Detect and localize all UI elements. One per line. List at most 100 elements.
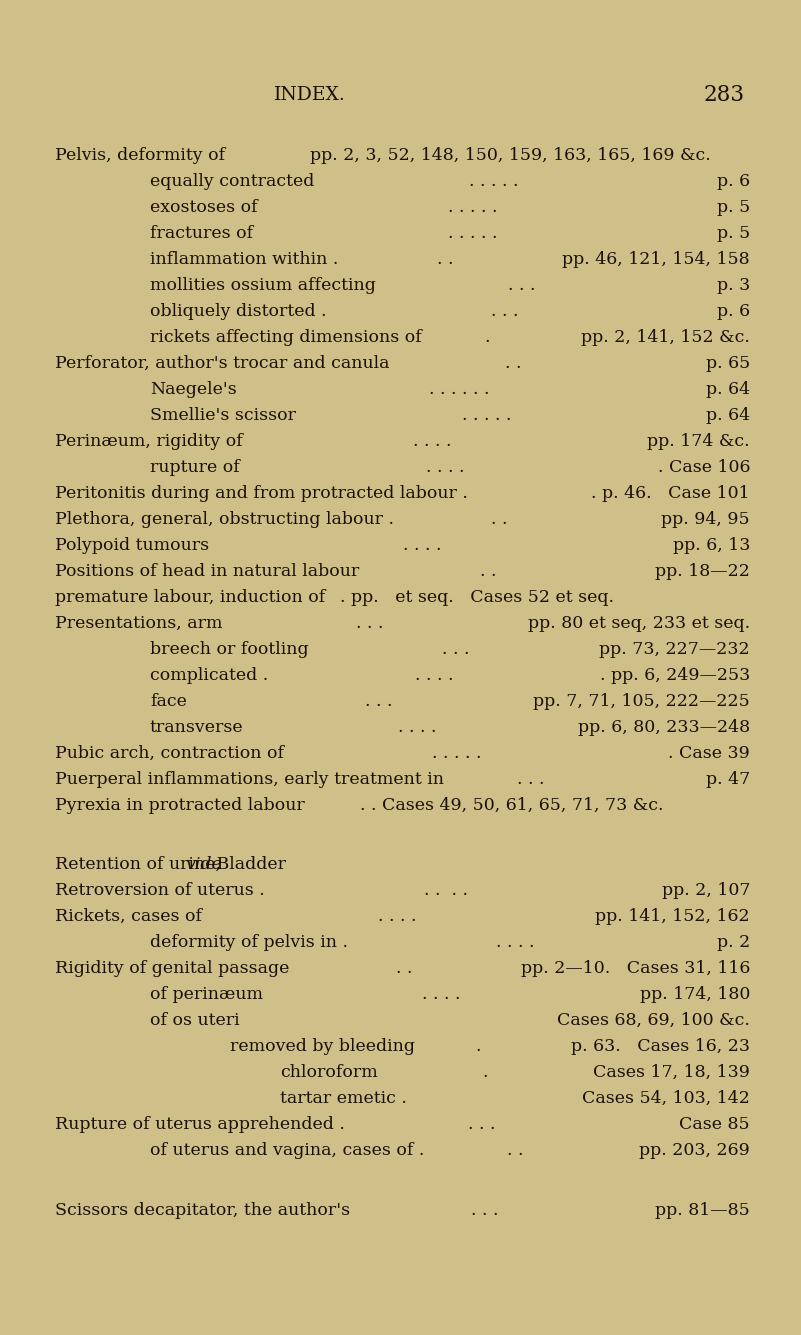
- Text: transverse: transverse: [150, 718, 244, 736]
- Text: pp. 2—10.   Cases 31, 116: pp. 2—10. Cases 31, 116: [521, 960, 750, 977]
- Text: . . . .: . . . .: [378, 908, 417, 925]
- Text: . . . .: . . . .: [496, 934, 534, 952]
- Text: p. 6: p. 6: [717, 172, 750, 190]
- Text: exostoses of: exostoses of: [150, 199, 258, 215]
- Text: pp. 2, 107: pp. 2, 107: [662, 882, 750, 900]
- Text: Cases 54, 103, 142: Cases 54, 103, 142: [582, 1091, 750, 1107]
- Text: . . . .: . . . .: [415, 666, 453, 684]
- Text: pp. 203, 269: pp. 203, 269: [639, 1143, 750, 1159]
- Text: . .  . .: . . . .: [425, 882, 469, 900]
- Text: . . .: . . .: [491, 303, 518, 319]
- Text: .: .: [483, 1064, 489, 1081]
- Text: pp. 141, 152, 162: pp. 141, 152, 162: [595, 908, 750, 925]
- Text: Presentations, arm: Presentations, arm: [55, 614, 223, 631]
- Text: equally contracted: equally contracted: [150, 172, 314, 190]
- Text: 283: 283: [704, 84, 745, 105]
- Text: rickets affecting dimensions of: rickets affecting dimensions of: [150, 328, 422, 346]
- Text: . . . .: . . . .: [398, 718, 437, 736]
- Text: pp. 18—22: pp. 18—22: [655, 562, 750, 579]
- Text: . . . . .: . . . . .: [449, 224, 497, 242]
- Text: . . .: . . .: [364, 693, 392, 709]
- Text: rupture of: rupture of: [150, 458, 239, 475]
- Text: Bladder: Bladder: [211, 856, 286, 873]
- Text: Naegele's: Naegele's: [150, 380, 237, 398]
- Text: .: .: [475, 1039, 481, 1055]
- Text: obliquely distorted .: obliquely distorted .: [150, 303, 327, 319]
- Text: Plethora, general, obstructing labour .: Plethora, general, obstructing labour .: [55, 510, 394, 527]
- Text: of uterus and vagina, cases of .: of uterus and vagina, cases of .: [150, 1143, 425, 1159]
- Text: tartar emetic .: tartar emetic .: [280, 1091, 407, 1107]
- Text: pp. 81—85: pp. 81—85: [655, 1202, 750, 1219]
- Text: . .: . .: [481, 562, 497, 579]
- Text: p. 64: p. 64: [706, 406, 750, 423]
- Text: Case 85: Case 85: [679, 1116, 750, 1133]
- Text: Puerperal inflammations, early treatment in: Puerperal inflammations, early treatment…: [55, 770, 444, 788]
- Text: Cases 17, 18, 139: Cases 17, 18, 139: [593, 1064, 750, 1081]
- Text: INDEX.: INDEX.: [274, 85, 346, 104]
- Text: Rupture of uterus apprehended .: Rupture of uterus apprehended .: [55, 1116, 345, 1133]
- Text: .: .: [485, 328, 489, 346]
- Text: deformity of pelvis in .: deformity of pelvis in .: [150, 934, 348, 952]
- Text: inflammation within .: inflammation within .: [150, 251, 338, 267]
- Text: pp. 6, 80, 233—248: pp. 6, 80, 233—248: [578, 718, 750, 736]
- Text: p. 5: p. 5: [717, 199, 750, 215]
- Text: pp. 2, 141, 152 &c.: pp. 2, 141, 152 &c.: [581, 328, 750, 346]
- Text: . . . . .: . . . . .: [469, 172, 519, 190]
- Text: . . . .: . . . .: [422, 987, 461, 1004]
- Text: pp. 174, 180: pp. 174, 180: [640, 987, 750, 1004]
- Text: Positions of head in natural labour: Positions of head in natural labour: [55, 562, 360, 579]
- Text: pp. 73, 227—232: pp. 73, 227—232: [599, 641, 750, 658]
- Text: Polypoid tumours: Polypoid tumours: [55, 537, 209, 554]
- Text: . . . . .: . . . . .: [462, 406, 512, 423]
- Text: . . .: . . .: [441, 641, 469, 658]
- Text: . . .: . . .: [517, 770, 544, 788]
- Text: . . . . . .: . . . . . .: [429, 380, 489, 398]
- Text: pp. 7, 71, 105, 222—225: pp. 7, 71, 105, 222—225: [533, 693, 750, 709]
- Text: Peritonitis during and from protracted labour .: Peritonitis during and from protracted l…: [55, 485, 468, 502]
- Text: Smellie's scissor: Smellie's scissor: [150, 406, 296, 423]
- Text: face: face: [150, 693, 187, 709]
- Text: p. 5: p. 5: [717, 224, 750, 242]
- Text: . . . . .: . . . . .: [449, 199, 497, 215]
- Text: . pp. 6, 249—253: . pp. 6, 249—253: [600, 666, 750, 684]
- Text: . . .: . . .: [468, 1116, 495, 1133]
- Text: pp. 2, 3, 52, 148, 150, 159, 163, 165, 169 &c.: pp. 2, 3, 52, 148, 150, 159, 163, 165, 1…: [310, 147, 710, 163]
- Text: pp. 174 &c.: pp. 174 &c.: [647, 433, 750, 450]
- Text: Pelvis, deformity of: Pelvis, deformity of: [55, 147, 225, 163]
- Text: . . . .: . . . .: [413, 433, 452, 450]
- Text: of perinæum: of perinæum: [150, 987, 263, 1004]
- Text: . . . . .: . . . . .: [433, 745, 481, 761]
- Text: . . . .: . . . .: [426, 458, 465, 475]
- Text: . . . .: . . . .: [403, 537, 441, 554]
- Text: pp. 80 et seq, 233 et seq.: pp. 80 et seq, 233 et seq.: [528, 614, 750, 631]
- Text: . . .: . . .: [509, 276, 536, 294]
- Text: . Case 106: . Case 106: [658, 458, 750, 475]
- Text: pp. 46, 121, 154, 158: pp. 46, 121, 154, 158: [562, 251, 750, 267]
- Text: Pubic arch, contraction of: Pubic arch, contraction of: [55, 745, 284, 761]
- Text: . . .: . . .: [471, 1202, 499, 1219]
- Text: pp. 6, 13: pp. 6, 13: [673, 537, 750, 554]
- Text: . pp.   et seq.   Cases 52 et seq.: . pp. et seq. Cases 52 et seq.: [340, 589, 614, 606]
- Text: . .: . .: [507, 1143, 523, 1159]
- Text: . p. 46.   Case 101: . p. 46. Case 101: [591, 485, 750, 502]
- Text: . .: . .: [491, 510, 507, 527]
- Text: p. 47: p. 47: [706, 770, 750, 788]
- Text: removed by bleeding: removed by bleeding: [230, 1039, 415, 1055]
- Text: Cases 68, 69, 100 &c.: Cases 68, 69, 100 &c.: [557, 1012, 750, 1029]
- Text: p. 3: p. 3: [717, 276, 750, 294]
- Text: mollities ossium affecting: mollities ossium affecting: [150, 276, 376, 294]
- Text: . Case 39: . Case 39: [668, 745, 750, 761]
- Text: . . .: . . .: [356, 614, 383, 631]
- Text: breech or footling: breech or footling: [150, 641, 308, 658]
- Text: complicated .: complicated .: [150, 666, 268, 684]
- Text: p. 64: p. 64: [706, 380, 750, 398]
- Text: Rigidity of genital passage: Rigidity of genital passage: [55, 960, 289, 977]
- Text: Scissors decapitator, the author's: Scissors decapitator, the author's: [55, 1202, 350, 1219]
- Text: . .: . .: [505, 355, 521, 371]
- Text: chloroform: chloroform: [280, 1064, 378, 1081]
- Text: fractures of: fractures of: [150, 224, 253, 242]
- Text: Rickets, cases of: Rickets, cases of: [55, 908, 202, 925]
- Text: p. 63.   Cases 16, 23: p. 63. Cases 16, 23: [571, 1039, 750, 1055]
- Text: Perinæum, rigidity of: Perinæum, rigidity of: [55, 433, 243, 450]
- Text: Retroversion of uterus .: Retroversion of uterus .: [55, 882, 265, 900]
